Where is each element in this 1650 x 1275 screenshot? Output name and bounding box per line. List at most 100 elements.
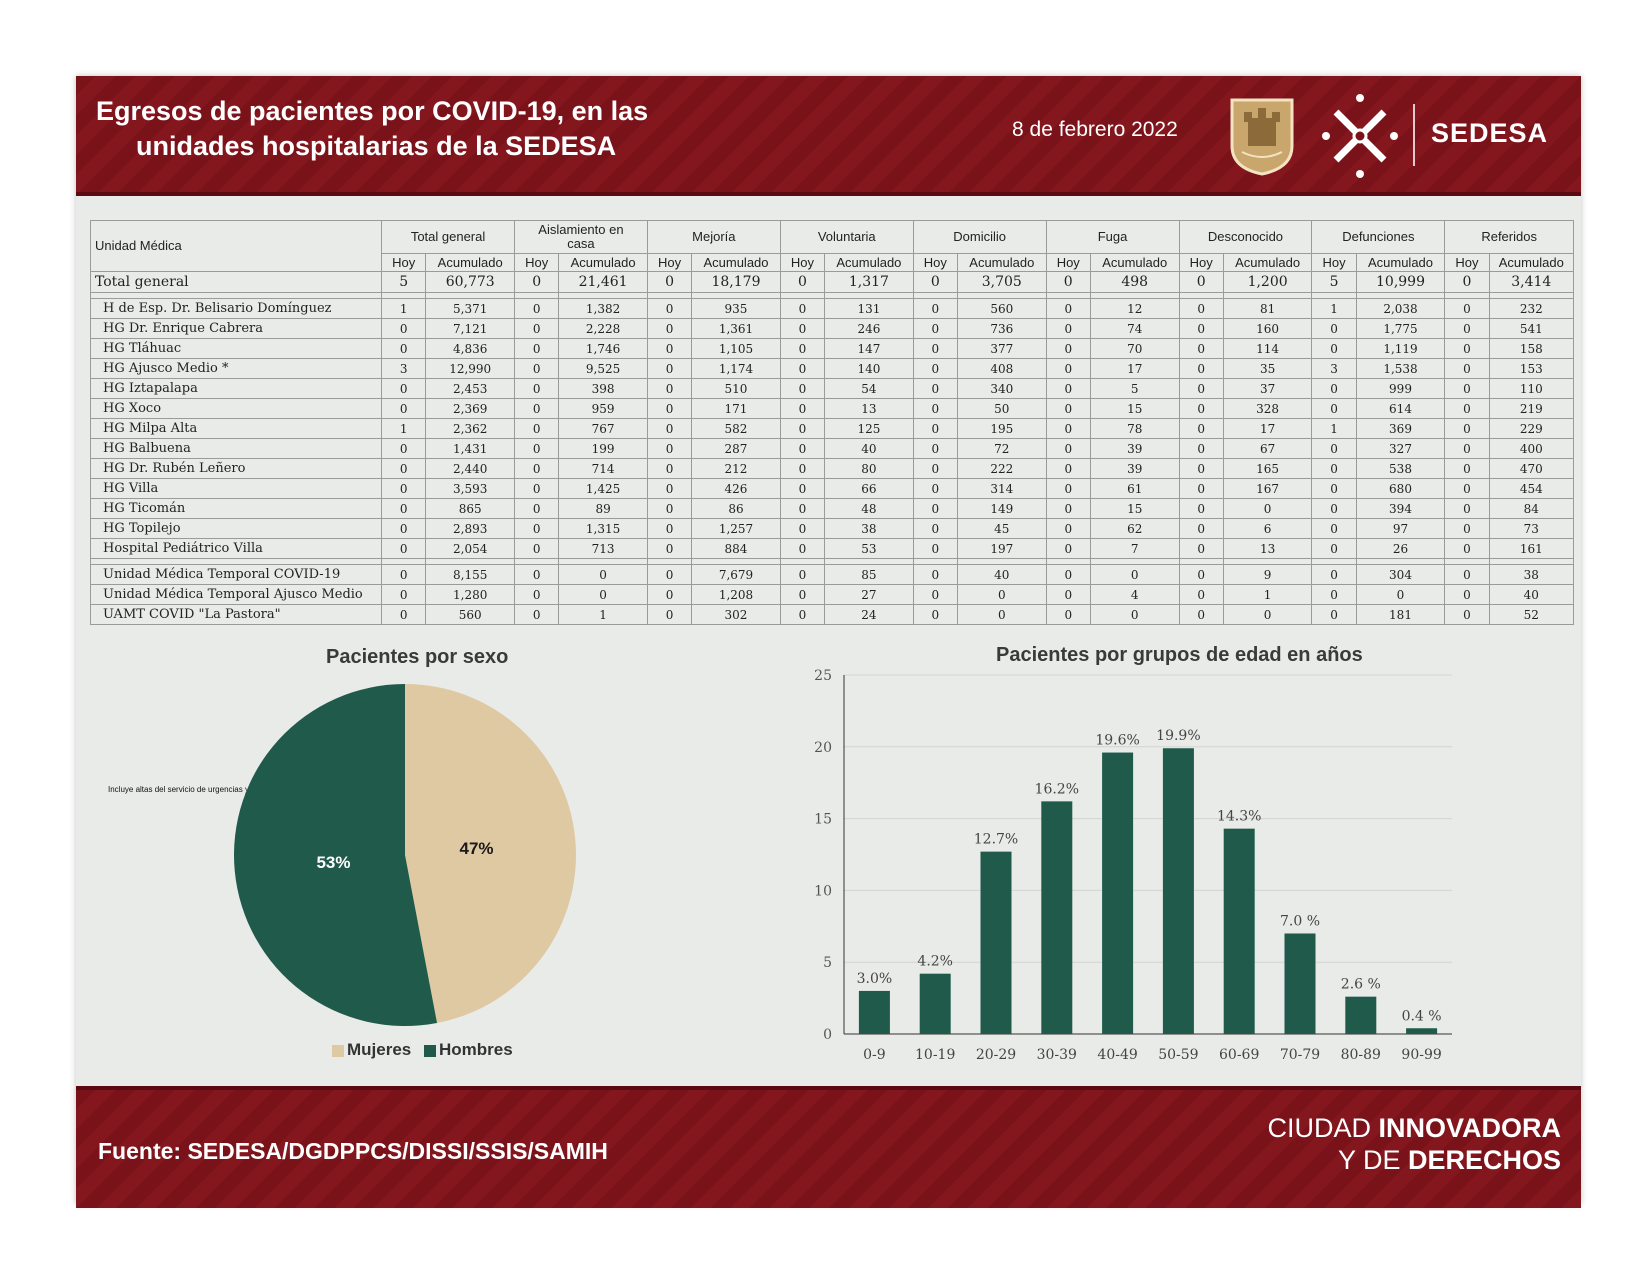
row-cell: 0 [1045, 604, 1091, 625]
row-unit-name: HG Dr. Rubén Leñero [89, 458, 383, 479]
subheader-hoy: Hoy [779, 253, 826, 272]
report-date: 8 de febrero 2022 [1012, 118, 1178, 141]
row-cell: 4,836 [425, 338, 515, 359]
row-cell: 80 [824, 458, 914, 479]
row-cell: 1,317 [824, 271, 914, 293]
pie-slice-hombres [233, 683, 438, 1026]
bar-data-label: 3.0% [857, 971, 893, 987]
subheader-acumulado: Acumulado [824, 253, 914, 272]
row-unit-name: HG Ajusco Medio * [89, 358, 383, 379]
table-row: Unidad Médica Temporal COVID-19 0 8,155 0 0 0… [89, 564, 1575, 585]
bar-90-99 [1406, 1028, 1438, 1034]
slogan-word-y-de: Y DE [1337, 1145, 1408, 1175]
x-tick-label: 20-29 [976, 1047, 1016, 1063]
row-cell: 2,362 [425, 418, 515, 439]
bar-data-label: 2.6 % [1341, 977, 1381, 993]
header-group: Desconocido [1178, 220, 1313, 254]
pie-label-mujeres: 47% [459, 839, 493, 858]
discharge-table-wrap: Unidad Médica Total general Aislamiento en… [89, 220, 1575, 794]
row-cell: 560 [425, 604, 515, 625]
table-row: UAMT COVID "La Pastora" 0 560 0 1 0 302 0 24 0 0 0 0… [89, 604, 1575, 625]
bar-80-89 [1345, 996, 1377, 1034]
pie-legend: Mujeres Hombres [332, 1040, 521, 1060]
header-group: Mejoría [646, 220, 781, 254]
legend-label-mujeres: Mujeres [347, 1040, 412, 1059]
row-cell: 9,525 [558, 358, 648, 379]
row-cell: 0 [912, 438, 959, 459]
slogan-line-2: Y DE DERECHOS [1267, 1144, 1561, 1176]
pie-label-hombres: 53% [316, 853, 350, 872]
row-cell: 1,315 [558, 518, 648, 539]
row-cell: 1,119 [1355, 338, 1446, 359]
row-cell: 24 [824, 604, 914, 625]
header-group: Aislamiento en casa [514, 220, 648, 254]
table-row: HG Balbuena 0 1,431 0 199 0 287 0 40 0 72 0 39 0 67 0 32… [89, 438, 1575, 459]
bar-data-label: 19.9% [1156, 728, 1200, 744]
row-cell: 246 [824, 318, 914, 339]
row-cell: 0 [1444, 358, 1490, 379]
header-group: Referidos [1444, 220, 1574, 254]
row-cell: 470 [1488, 458, 1575, 479]
row-cell: 1,200 [1222, 271, 1313, 293]
header-group: Total general [381, 220, 515, 254]
row-cell: 999 [1355, 378, 1446, 399]
y-tick-label: 5 [823, 955, 832, 971]
row-cell: 302 [691, 604, 781, 625]
x-tick-label: 10-19 [915, 1047, 955, 1063]
row-cell: 0 [1444, 604, 1490, 625]
subheader-acumulado: Acumulado [1089, 253, 1180, 272]
pie-slice-mujeres [405, 684, 576, 1023]
legend-swatch-hombres [423, 1044, 436, 1057]
slogan-word-derechos: DERECHOS [1407, 1145, 1561, 1175]
table-row: HG Iztapalapa 0 2,453 0 398 0 510 0 54 0 340 0 5 0 37 0… [89, 378, 1575, 399]
table-row: Hospital Pediátrico Villa 0 2,054 0 713 0 884 0… [89, 538, 1575, 559]
row-cell: 0 [912, 498, 959, 519]
legend-label-hombres: Hombres [438, 1040, 513, 1059]
legend-item-mujeres: Mujeres [332, 1040, 411, 1059]
bar-data-label: 7.0 % [1280, 913, 1320, 929]
bar-data-label: 14.3% [1217, 809, 1261, 825]
row-cell: 287 [691, 438, 781, 459]
x-tick-label: 90-99 [1401, 1047, 1441, 1063]
row-cell: 327 [1355, 438, 1446, 459]
subheader-acumulado: Acumulado [425, 253, 515, 272]
y-tick-label: 25 [814, 668, 832, 684]
row-cell: 0 [381, 604, 427, 625]
bar-30-39 [1041, 801, 1073, 1034]
row-cell: 153 [1488, 358, 1575, 379]
header-group: Domicilio [912, 220, 1047, 254]
row-cell: 0 [1089, 604, 1180, 625]
subheader-acumulado: Acumulado [1355, 253, 1446, 272]
x-tick-label: 70-79 [1280, 1047, 1320, 1063]
row-unit-name: HG Xoco [89, 398, 383, 419]
row-cell: 0 [912, 418, 959, 439]
row-cell: 0 [381, 564, 427, 585]
legend-swatch-mujeres [332, 1044, 344, 1057]
subheader-acumulado: Acumulado [1222, 253, 1313, 272]
row-cell: 1,746 [558, 338, 648, 359]
bar-data-label: 19.6% [1095, 733, 1139, 749]
footer-banner: Fuente: SEDESA/DGDPPCS/DISSI/SSIS/SAMIH … [76, 1086, 1581, 1208]
slogan-word-ciudad: CIUDAD [1267, 1113, 1379, 1143]
row-cell: 199 [558, 438, 648, 459]
row-cell: 161 [1488, 538, 1575, 559]
logo-separator [1413, 104, 1415, 166]
bar-70-79 [1284, 933, 1316, 1034]
row-cell: 72 [957, 438, 1047, 459]
title-line-2: unidades hospitalarias de la SEDESA [136, 131, 617, 161]
table-row: HG Ajusco Medio * 3 12,990 0 9,525 0 1,174 0 140… [89, 358, 1575, 379]
row-cell: 2,369 [425, 398, 515, 419]
row-cell: 0 [1045, 478, 1091, 499]
row-cell: 0 [779, 604, 826, 625]
bar-10-19 [919, 973, 951, 1034]
header-banner: Egresos de pacientes por COVID-19, en la… [76, 76, 1581, 196]
row-cell: 3,705 [957, 271, 1047, 293]
row-cell: 0 [1045, 298, 1091, 319]
brand-name: SEDESA [1431, 118, 1549, 148]
table-spacer-row [89, 292, 1575, 299]
y-tick-label: 15 [814, 812, 832, 828]
row-cell: 0 [1178, 604, 1224, 625]
row-cell: 0 [779, 378, 826, 399]
bar-chart-title: Pacientes por grupos de edad en años [996, 644, 1363, 666]
row-cell: 2,228 [558, 318, 648, 339]
